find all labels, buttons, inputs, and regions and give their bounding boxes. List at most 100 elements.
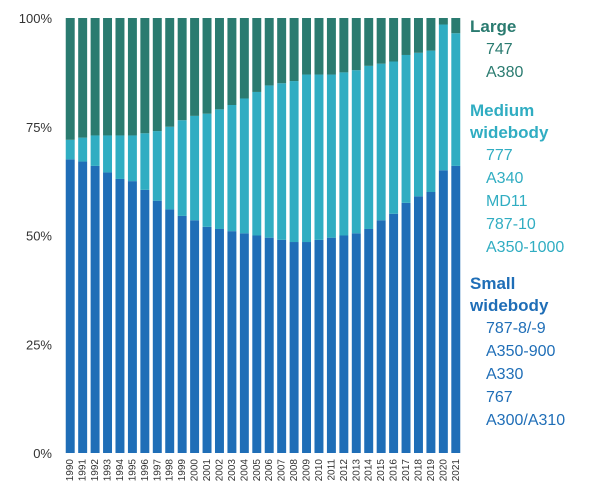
bar-segment: [451, 33, 461, 166]
x-tick-label: 2001: [202, 459, 213, 482]
bar-segment: [65, 159, 75, 454]
legend-item: 747: [486, 41, 513, 58]
bar-segment: [190, 220, 200, 453]
x-tick-label: 2021: [451, 459, 462, 482]
bar-segment: [413, 52, 423, 197]
x-tick-label: 2019: [426, 459, 437, 482]
bar-segment: [177, 120, 187, 216]
bar-segment: [78, 18, 88, 138]
x-tick-label: 1998: [165, 459, 176, 482]
bar-segment: [152, 131, 162, 201]
x-tick-label: 1995: [127, 459, 138, 482]
x-tick-label: 2005: [252, 459, 263, 482]
x-axis-tick-labels: 1990 1991 1992 1993 1994 1995 1996 1997 1998 1999…: [65, 459, 462, 482]
bar-segment: [438, 18, 448, 25]
bar-segment: [438, 24, 448, 171]
bar-segment: [140, 133, 150, 190]
legend-title-large: Large: [470, 16, 598, 38]
bar-segment: [78, 161, 88, 454]
legend-title-line: Large: [470, 17, 517, 36]
x-tick-label: 2018: [413, 459, 424, 482]
legend-item: A300/A310: [486, 412, 566, 429]
bar-segment: [364, 65, 374, 229]
x-tick-label: 1991: [78, 459, 89, 482]
bar-segment: [264, 18, 274, 86]
bar-segment: [339, 72, 349, 236]
x-tick-label: 2011: [326, 459, 337, 481]
bar-segment: [165, 209, 175, 453]
x-tick-label: 2004: [239, 459, 250, 482]
bar-segment: [289, 18, 299, 82]
y-tick-label: 25%: [26, 337, 52, 352]
legend-group-medium-widebody: Medium widebody 777 A340 MD11 787-10 A35…: [470, 100, 598, 259]
bar-segment: [389, 18, 399, 62]
bar-segment: [326, 237, 336, 453]
legend-item: A330: [486, 366, 524, 383]
bar-segment: [351, 70, 361, 234]
bar-segment: [177, 18, 187, 121]
bar-segment: [127, 135, 137, 182]
x-tick-label: 1992: [90, 459, 101, 482]
x-tick-label: 2002: [214, 459, 225, 482]
legend-items-medium-widebody: 777 A340 MD11 787-10 A350-1000: [470, 144, 598, 259]
x-tick-label: 2013: [351, 459, 362, 482]
legend-title-line: Medium: [470, 101, 535, 120]
x-tick-label: 2015: [376, 459, 387, 482]
y-tick-label: 75%: [26, 120, 52, 135]
bar-segment: [314, 74, 324, 240]
bar-segment: [314, 239, 324, 453]
y-axis-tick-labels: 0% 25% 50% 75% 100%: [19, 11, 53, 461]
bar-segment: [376, 220, 386, 453]
bar-segment: [351, 18, 361, 71]
x-tick-label: 2014: [364, 459, 375, 482]
bar-segment: [227, 231, 237, 453]
bar-segment: [252, 235, 262, 453]
x-tick-label: 1996: [140, 459, 151, 482]
bar-segment: [227, 18, 237, 105]
legend-item: 787-8/-9: [486, 320, 546, 337]
bar-segment: [413, 18, 423, 53]
bar-segment: [264, 85, 274, 238]
bar-segment: [289, 242, 299, 453]
legend-item: 787-10: [486, 216, 536, 233]
x-tick-label: 2000: [190, 459, 201, 482]
bar-segment: [103, 172, 113, 453]
legend-group-large: Large 747 A380: [470, 16, 598, 84]
legend-group-small-widebody: Small widebody 787-8/-9 A350-900 A330 76…: [470, 273, 598, 432]
legend-title-line: Small: [470, 274, 516, 293]
legend-item: 767: [486, 389, 513, 406]
bar-segment: [389, 61, 399, 214]
x-tick-label: 2016: [389, 459, 400, 482]
bar-segment: [202, 18, 212, 114]
bar-segment: [364, 228, 374, 453]
bar-segment: [413, 196, 423, 453]
legend-item: A350-900: [486, 343, 556, 360]
bar-segment: [214, 18, 224, 110]
bar-segment: [239, 233, 249, 453]
bar-segment: [214, 109, 224, 229]
legend-item: A350-1000: [486, 239, 565, 256]
legend-title-medium-widebody: Medium widebody: [470, 100, 598, 144]
bar-segment: [389, 213, 399, 453]
y-tick-label: 0%: [33, 446, 52, 461]
bar-segment: [326, 74, 336, 238]
x-tick-label: 2003: [227, 459, 238, 482]
bar-segment: [339, 18, 349, 73]
bar-segment: [115, 18, 125, 136]
y-tick-label: 50%: [26, 229, 52, 244]
bar-segment: [401, 18, 411, 55]
bar-segment: [289, 81, 299, 243]
bar-segment: [165, 18, 175, 127]
legend-items-large: 747 A380: [470, 38, 598, 84]
bar-segment: [364, 18, 374, 66]
bar-segment: [152, 18, 162, 132]
bar-segment: [165, 126, 175, 210]
legend-items-small-widebody: 787-8/-9 A350-900 A330 767 A300/A310: [470, 317, 598, 432]
legend-item: A380: [486, 64, 524, 81]
bar-segment: [277, 18, 287, 84]
bar-segment: [127, 18, 137, 136]
bar-segment: [252, 91, 262, 236]
bar-segment: [127, 181, 137, 454]
bar-segment: [302, 18, 312, 75]
bar-segment: [90, 165, 100, 453]
